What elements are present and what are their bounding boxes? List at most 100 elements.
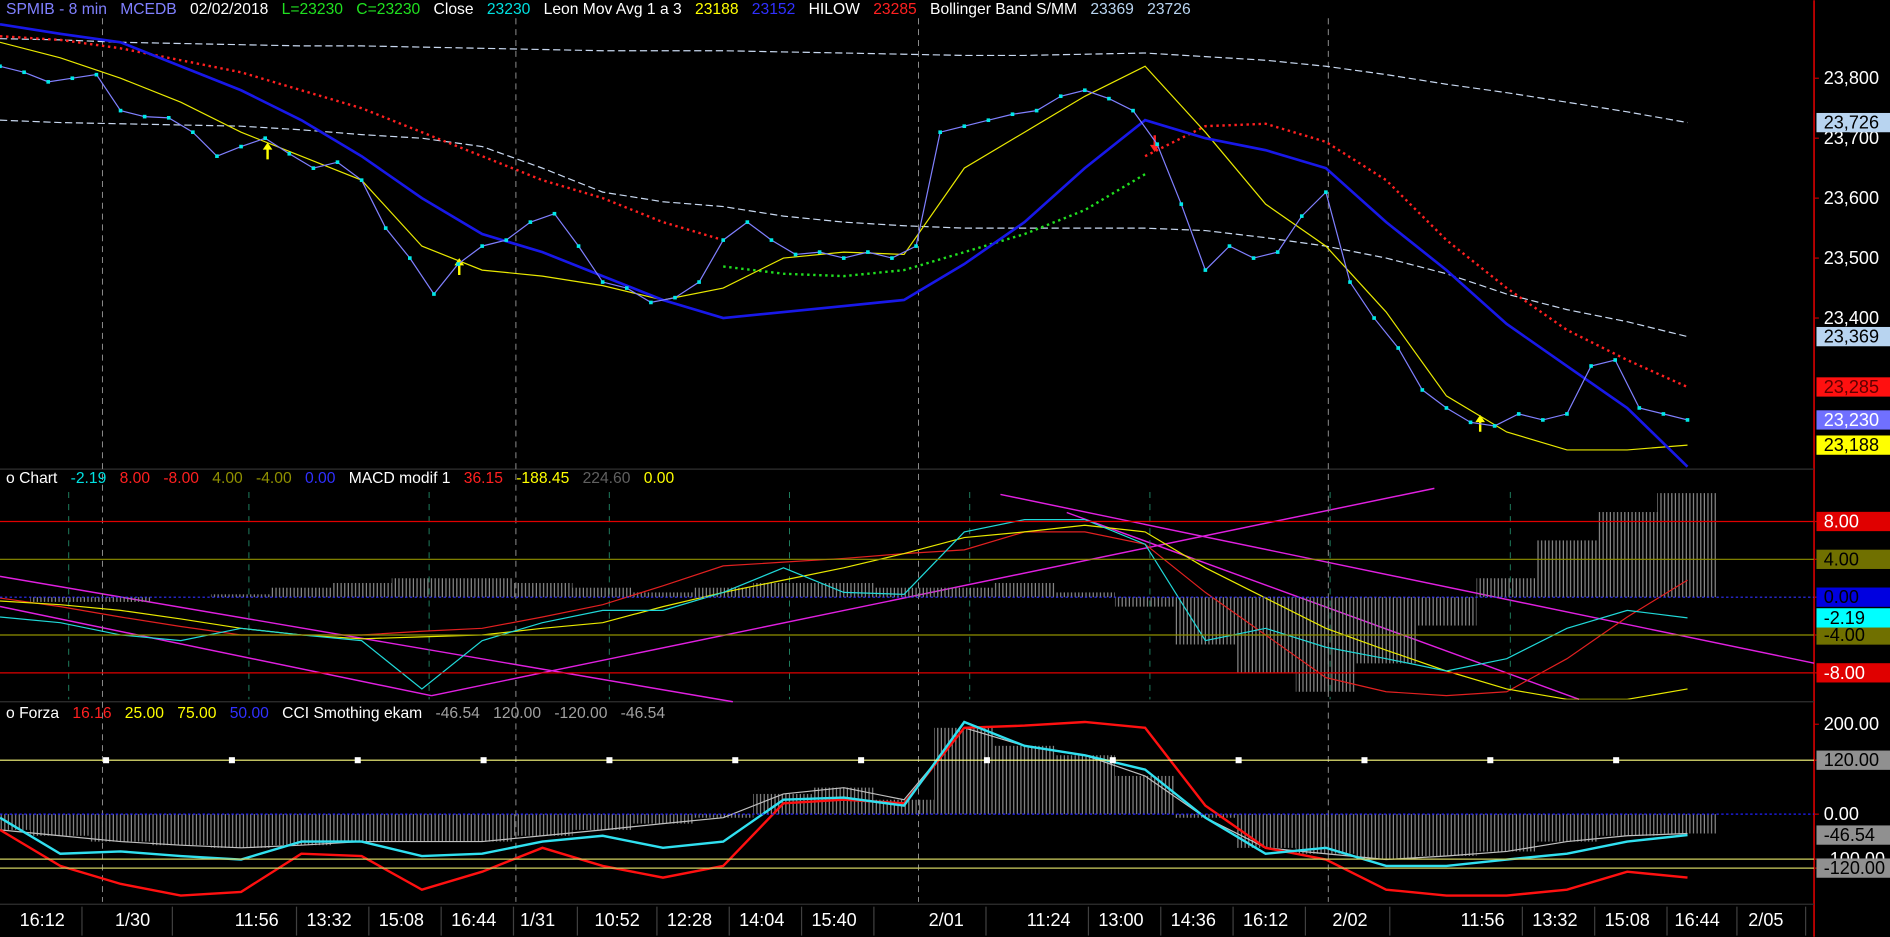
series-line <box>723 173 1146 278</box>
price-dot <box>1613 358 1617 362</box>
buy-arrow <box>262 142 273 160</box>
x-tick-label: 11:56 <box>235 910 279 930</box>
x-tick-label: 10:52 <box>595 910 640 930</box>
histogram-bar <box>1597 512 1658 598</box>
legend-text: 50.00 <box>230 705 269 722</box>
legend-text: 0.00 <box>305 470 336 487</box>
histogram-bar <box>994 745 1055 815</box>
price-dot <box>552 211 557 216</box>
histogram-bar <box>452 814 513 842</box>
legend-text: -8.00 <box>163 470 199 487</box>
price-dot <box>1324 190 1328 194</box>
legend-text: Close <box>434 1 474 18</box>
price-dot <box>866 250 870 254</box>
price-dot <box>118 108 123 113</box>
price-dot <box>576 244 581 248</box>
y-tick-label: 4.00 <box>1824 549 1859 569</box>
legend-text: 224.60 <box>583 470 631 487</box>
value-tag <box>1816 608 1890 628</box>
price-dot <box>793 252 798 257</box>
legend-text: SPMIB - 8 min <box>6 1 107 18</box>
value-tag <box>1816 326 1890 347</box>
histogram-bar <box>572 814 633 830</box>
price-dot <box>649 300 653 305</box>
series-line <box>0 720 1688 897</box>
histogram-bar <box>753 582 814 598</box>
series-line <box>0 35 1688 389</box>
histogram-bar <box>1597 814 1658 836</box>
histogram-bar <box>331 582 392 598</box>
histogram-bar <box>934 587 995 598</box>
price-dot <box>938 130 942 135</box>
tick-tag <box>1816 511 1890 532</box>
histogram-bar <box>512 814 573 836</box>
histogram-bar <box>1114 597 1176 607</box>
x-tick-label: 13:32 <box>1532 910 1577 930</box>
legend-text: HILOW <box>809 1 861 18</box>
series-line <box>0 727 1688 861</box>
price-dot <box>841 256 846 260</box>
series-line <box>0 519 1688 690</box>
histogram-bar <box>1476 814 1537 852</box>
price-dot <box>745 220 750 224</box>
value-tag-label: -46.54 <box>1824 825 1875 845</box>
y-tick-label: 23,500 <box>1824 248 1879 268</box>
x-tick-label: 16:12 <box>20 910 65 930</box>
level-marker <box>1109 757 1116 764</box>
x-tick-label: 2/01 <box>929 910 964 930</box>
price-dot <box>1299 214 1304 218</box>
series-line <box>0 720 1688 868</box>
price-dot <box>1058 94 1063 99</box>
legend-text: 16.16 <box>72 705 111 722</box>
price-dot <box>311 166 316 170</box>
price-dot <box>1227 244 1232 248</box>
legend-text: 4.00 <box>212 470 243 487</box>
histogram-bar <box>271 587 332 598</box>
legend-text: MACD modif 1 <box>349 470 451 487</box>
legend-text: -46.54 <box>436 705 481 722</box>
y-tick-label: 23,700 <box>1824 128 1879 148</box>
y-tick-label: 0.00 <box>1824 587 1859 607</box>
legend-text: 23188 <box>695 1 739 18</box>
legend-text: L=23230 <box>282 1 344 18</box>
x-tick-label: 15:08 <box>1605 910 1650 930</box>
histogram-bar <box>1175 597 1236 645</box>
tick-tag <box>1816 750 1890 770</box>
x-tick-label: 2/02 <box>1332 910 1367 930</box>
legend-text: 02/02/2018 <box>190 1 269 18</box>
price-dot <box>890 256 894 260</box>
y-tick-label: -4.00 <box>1824 625 1865 645</box>
histogram-bar <box>1536 540 1598 598</box>
price-dot <box>1685 418 1690 422</box>
price-dot <box>1372 316 1376 320</box>
price-dot <box>673 295 677 300</box>
price-dot <box>1010 112 1015 117</box>
legend-text: -4.00 <box>256 470 292 487</box>
value-tag-label: 23,726 <box>1824 113 1879 133</box>
legend-text: -188.45 <box>516 470 569 487</box>
price-dot <box>1179 202 1184 206</box>
histogram-bar <box>572 587 633 598</box>
legend-text: o Forza <box>6 705 59 722</box>
histogram-bar <box>632 814 694 824</box>
legend-text: 23152 <box>752 1 796 18</box>
price-dot <box>263 136 267 140</box>
histogram-bar <box>30 597 91 602</box>
histogram-bar <box>90 597 151 602</box>
level-marker <box>354 757 361 764</box>
histogram-bar <box>30 814 91 836</box>
price-dot <box>94 72 99 77</box>
price-dot <box>1155 142 1159 146</box>
price-dot <box>1516 412 1521 416</box>
x-tick-label: 14:36 <box>1171 910 1216 930</box>
histogram-bar <box>391 814 453 842</box>
value-tag-label: -2.19 <box>1824 608 1865 628</box>
y-tick-label: 120.00 <box>1824 750 1879 770</box>
histogram-bar <box>1657 814 1718 834</box>
price-dot <box>1275 250 1280 254</box>
histogram-bar <box>1657 493 1718 598</box>
price-dot <box>1348 280 1352 284</box>
price-dot <box>1661 412 1666 416</box>
